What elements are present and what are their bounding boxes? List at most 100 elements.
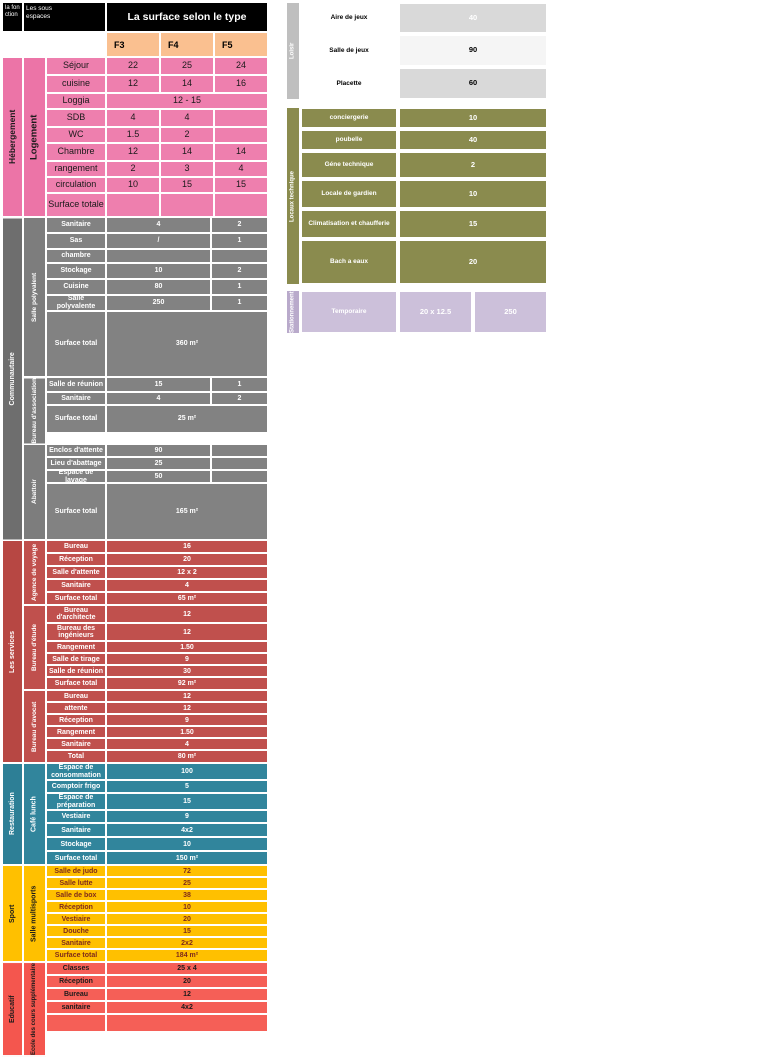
row-label: Surface total: [46, 851, 106, 866]
row-label: Salle de réunion: [46, 377, 106, 392]
row-label: Salle de box: [46, 889, 106, 902]
value-cell: 184 m²: [106, 949, 268, 963]
value-cell: /: [106, 233, 211, 249]
subsection-label: Bureau d'avocat: [23, 690, 46, 764]
table-row: cuisine 12 14 16: [46, 75, 268, 93]
table-row: SDB 4 4: [46, 109, 268, 127]
value-cell: [214, 109, 268, 127]
table-row: Sanitaire 4 2: [46, 217, 268, 233]
row-label: WC: [46, 127, 106, 143]
table-row: conciergerie 10: [300, 107, 548, 129]
table-row: Rangement 1.50: [46, 641, 268, 654]
row-label: poubelle: [300, 129, 398, 151]
table-row: Rangement 1.50: [46, 726, 268, 739]
row-label: Géne technique: [300, 151, 398, 179]
row-label: Surface total: [46, 405, 106, 433]
row-label: Aire de jeux: [300, 2, 398, 34]
subsection-restauration-0: Café lunch Espace de consommation 100 Compt…: [23, 763, 268, 866]
value-cell: 12: [106, 75, 160, 93]
row-label: Surface total: [46, 311, 106, 377]
value-cell: 90: [398, 34, 548, 67]
table-row: Enclos d'attente 90: [46, 444, 268, 458]
table-row: Surface total 360 m²: [46, 311, 268, 377]
table-row: attente 12: [46, 702, 268, 715]
row-label: Rangement: [46, 726, 106, 739]
type-header-f4: F4: [160, 32, 214, 57]
row-label: Espace de lavage: [46, 470, 106, 484]
section-loisir: Loisir Aire de jeux 40 Salle de jeux 90 Place…: [286, 2, 548, 100]
table-row: Surface total 65 m²: [46, 592, 268, 606]
right-table-sections: Loisir Aire de jeux 40 Salle de jeux 90 Place…: [286, 2, 548, 334]
value-cell: [214, 193, 268, 217]
value-cell: [106, 193, 160, 217]
value-cell: 24: [214, 57, 268, 75]
subsection-label: Logement: [23, 57, 46, 217]
table-row: Espace de consommation 100: [46, 763, 268, 781]
value-cell: 4: [106, 738, 268, 751]
row-label: rangement: [46, 161, 106, 177]
value-cell: 80 m²: [106, 750, 268, 764]
table-row: Salle de judo 72: [46, 865, 268, 878]
subsection-services-2: Bureau d'avocat Bureau 12 attente 12 Réceptio…: [23, 690, 268, 764]
value-cell: 15: [214, 177, 268, 193]
surface-program-table: la fonction Les sous espaces La surface …: [2, 2, 268, 1057]
subsection-label: Salle multisports: [23, 865, 46, 963]
table-row: Salle de réunion 15 1: [46, 377, 268, 392]
row-label: Réception: [46, 975, 106, 989]
value-cell: 165 m²: [106, 483, 268, 541]
value-cell: 60: [398, 67, 548, 100]
value-cell: [160, 193, 214, 217]
section-stationnement: Stationnement Temporaire 20 x 12.5 250: [286, 290, 548, 334]
subsection-label: Bureau d'association: [23, 377, 46, 445]
row-label: Surface total: [46, 949, 106, 963]
value-cell: 10: [106, 901, 268, 914]
value-cell: 4: [106, 217, 211, 233]
value-cell: 30: [106, 665, 268, 678]
row-label: Espace de consommation: [46, 763, 106, 781]
table-row: Douche 15: [46, 925, 268, 938]
table-row: sanitaire 4x2: [46, 1001, 268, 1015]
value-cell: 20: [106, 975, 268, 989]
table-row: Locale de gardien 10: [300, 179, 548, 209]
row-label: Réception: [46, 901, 106, 914]
function-label-services: Les services: [2, 540, 23, 764]
section-restauration: Restauration Café lunch Espace de consomma…: [2, 763, 268, 866]
value-cell: [211, 470, 268, 484]
row-label: Classes: [46, 962, 106, 976]
value-cell: 12: [106, 702, 268, 715]
row-label: Sanitaire: [46, 937, 106, 950]
table-row: poubelle 40: [300, 129, 548, 151]
value-cell: 4: [106, 392, 211, 405]
row-label: Climatisation et chaufferie: [300, 209, 398, 239]
row-label: chambre: [46, 249, 106, 263]
table-row: Salle de box 38: [46, 889, 268, 902]
value-cell: 1.50: [106, 726, 268, 739]
subsection-label: Abattoir: [23, 444, 46, 541]
row-label: Rangement: [46, 641, 106, 654]
section-body-restauration: Café lunch Espace de consommation 100 Compt…: [23, 763, 268, 866]
table-row: Réception 9: [46, 714, 268, 727]
table-row: Surface total 25 m²: [46, 405, 268, 433]
table-row: Bureau d'architecte 12: [46, 605, 268, 624]
table-row: Climatisation et chaufferie 15: [300, 209, 548, 239]
table-row: Stockage 10: [46, 837, 268, 852]
table-row: chambre: [46, 249, 268, 263]
value-cell: 250: [106, 295, 211, 311]
value-cell: 25 x 4: [106, 962, 268, 976]
value-cell: 4: [106, 109, 160, 127]
table-row: Surface total 184 m²: [46, 949, 268, 963]
value-cell: 12: [106, 605, 268, 624]
section-label-stationnement: Stationnement: [286, 290, 300, 334]
function-label-sport: Sport: [2, 865, 23, 963]
row-label: Salle de jeux: [300, 34, 398, 67]
value-cell: 12 x 2: [106, 566, 268, 580]
table-row: Sanitaire 4: [46, 738, 268, 751]
table-row: Salle de tirage 9: [46, 653, 268, 666]
subsection-label: Ecole des cours supplémentaire: [23, 962, 46, 1057]
section-services: Les services Agence de voyage Bureau 16 Réce…: [2, 540, 268, 764]
row-label: Locale de gardien: [300, 179, 398, 209]
row-label: Stockage: [46, 837, 106, 852]
subsection-sport-0: Salle multisports Salle de judo 72 Salle lu…: [23, 865, 268, 963]
value-cell: [211, 249, 268, 263]
table-row: Réception 20: [46, 975, 268, 989]
